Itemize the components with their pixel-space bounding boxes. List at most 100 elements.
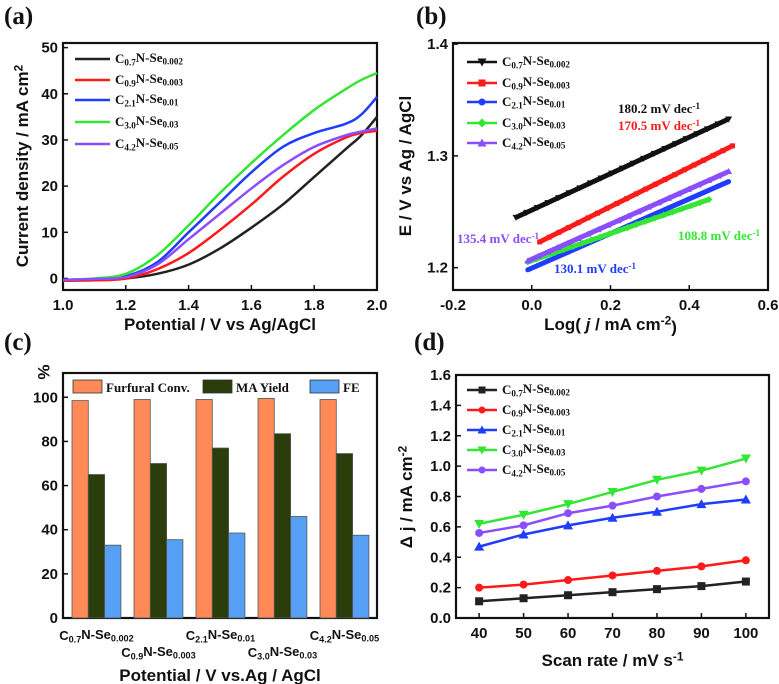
legend-label: C3.0​N-Se0.03​ <box>115 113 179 131</box>
series-line <box>62 127 378 282</box>
category-label: C3.0​N-Se0.03​ <box>248 644 317 662</box>
legend-label: C0.7​N-Se0.002​ <box>115 50 183 68</box>
triangle-down-marker <box>661 146 669 153</box>
x-tick-label: 70 <box>604 625 621 642</box>
x-tick-label: 0.2 <box>600 297 621 314</box>
triangle-up-marker <box>715 172 723 179</box>
y-axis-label: % <box>34 364 53 379</box>
square-marker <box>556 229 562 235</box>
square-marker <box>633 191 639 197</box>
triangle-down-marker <box>693 131 701 138</box>
square-marker <box>710 152 716 158</box>
y-tick-label: 50 <box>41 40 58 57</box>
triangle-up-marker <box>534 252 542 259</box>
circle-marker <box>685 196 691 202</box>
circle-marker <box>564 576 573 585</box>
bar <box>211 447 230 619</box>
y-tick-label: 0 <box>50 610 58 627</box>
bar <box>104 544 122 619</box>
circle-marker <box>608 571 617 580</box>
triangle-down-marker <box>477 446 487 455</box>
triangle-up-marker <box>684 185 692 192</box>
triangle-down-marker <box>629 160 637 167</box>
x-axis-label: Potential / V vs Ag/AgCl <box>124 315 316 334</box>
category-label: C0.7​N-Se0.002​ <box>59 627 133 645</box>
square-marker <box>566 225 572 231</box>
y-tick-label: 1.2 <box>430 428 451 445</box>
bar <box>166 539 184 619</box>
legend-swatch <box>202 379 233 394</box>
square-marker <box>623 196 629 202</box>
triangle-down-marker <box>533 205 541 212</box>
triangle-down-marker <box>607 487 618 497</box>
tafel-slope-label: 108.8 mV dec-1​ <box>678 228 761 243</box>
bar <box>319 399 337 619</box>
y-tick-label: 0.4 <box>430 549 452 566</box>
triangle-up-marker <box>607 512 618 522</box>
y-tick-label: 1.4 <box>430 397 452 414</box>
triangle-up-marker <box>644 203 652 210</box>
y-tick-label: 30 <box>41 132 58 149</box>
square-marker <box>537 239 543 245</box>
circle-marker <box>655 209 661 215</box>
triangle-down-marker <box>640 155 648 162</box>
diamond-marker <box>605 230 613 238</box>
triangle-up-marker <box>634 208 642 215</box>
bar <box>273 433 291 619</box>
legend-label: C0.7​N-Se0.002​ <box>502 53 570 71</box>
plot-frame <box>451 41 770 292</box>
triangle-down-marker <box>586 180 594 187</box>
triangle-down-marker <box>725 116 733 123</box>
y-tick-label: 1.4 <box>427 36 449 53</box>
legend-label: C3.0​N-Se0.03​ <box>502 114 566 132</box>
series-line <box>62 129 378 283</box>
square-marker <box>546 234 552 240</box>
diamond-marker <box>705 195 713 203</box>
triangle-down-marker <box>608 170 616 177</box>
circle-marker <box>608 501 617 510</box>
square-marker <box>691 162 697 168</box>
triangle-down-marker <box>576 185 584 192</box>
square-marker <box>608 588 617 597</box>
panel-c-bar-performance: 0 20 40 60 80 100 Potential / V vs.Ag / AgCl% C… <box>33 364 379 684</box>
circle-marker <box>525 267 531 273</box>
triangle-down-marker <box>740 454 751 464</box>
panel-label-b: (b) <box>416 3 447 30</box>
panel-label-d: (d) <box>414 329 445 356</box>
triangle-up-marker <box>624 212 632 219</box>
triangle-up-marker <box>574 235 582 242</box>
square-marker <box>652 585 661 594</box>
triangle-down-marker <box>474 519 485 529</box>
triangle-up-marker <box>518 529 529 539</box>
circle-marker <box>697 484 706 493</box>
legend-label: C2.1​N-Se0.01​ <box>115 91 179 109</box>
y-tick-label: 0.2 <box>430 580 451 597</box>
bar <box>352 534 370 619</box>
triangle-up-marker <box>695 181 703 188</box>
panel-label-c: (c) <box>4 329 32 356</box>
bar <box>87 474 106 619</box>
triangle-up-marker <box>563 520 574 530</box>
legend-label: Furfural Conv. <box>106 380 190 395</box>
x-tick-label: 60 <box>560 625 577 642</box>
square-marker <box>643 186 649 192</box>
square-marker <box>519 594 528 603</box>
y-axis-label: E / V vs Ag / AgCl <box>396 96 415 236</box>
y-tick-label: 1.2 <box>427 260 448 277</box>
triangle-down-marker <box>650 150 658 157</box>
bar <box>133 399 151 619</box>
x-tick-label: 1.2 <box>115 297 136 314</box>
legend-label: C0.7​N-Se0.002​ <box>502 381 570 399</box>
series-line <box>62 71 378 282</box>
diamond-marker <box>651 214 659 222</box>
y-tick-label: 40 <box>41 522 58 539</box>
triangle-up-marker <box>564 239 572 246</box>
triangle-down-marker <box>555 195 563 202</box>
triangle-up-marker <box>594 226 602 233</box>
legend-label: C0.9​N-Se0.003​ <box>502 401 570 419</box>
square-marker <box>697 582 706 591</box>
legend-label: C2.1​N-Se0.01​ <box>502 93 566 111</box>
square-marker <box>478 79 486 87</box>
triangle-down-marker <box>714 121 722 128</box>
